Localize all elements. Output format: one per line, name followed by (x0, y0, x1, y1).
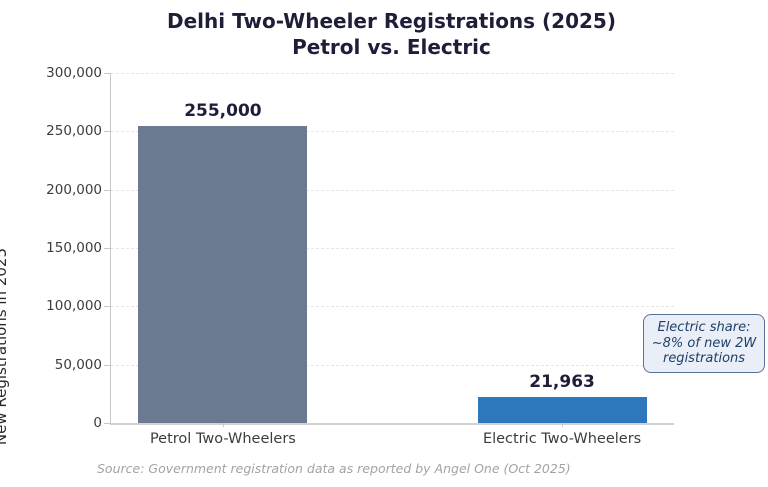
y-tick-label: 200,000 (46, 181, 102, 198)
bar-value-label: 21,963 (529, 372, 595, 393)
chart-title: Delhi Two-Wheeler Registrations (2025) (167, 9, 616, 33)
x-tick-mark (562, 423, 564, 427)
plot-area: 255,000 Petrol Two-Wheelers 21,963 Electric… (104, 73, 674, 447)
gridline (111, 248, 674, 249)
x-tick-mark (222, 423, 224, 427)
chart-subtitle: Petrol vs. Electric (292, 35, 491, 59)
annotation-line: Electric share: (657, 320, 751, 335)
bar-value-label: 255,000 (184, 100, 262, 121)
source-note: Source: Government registration data as … (97, 461, 571, 476)
bar-petrol-two-wheelers (138, 125, 308, 423)
y-tick-label: 0 (93, 415, 102, 431)
x-tick-label: Electric Two-Wheelers (482, 431, 642, 447)
y-tick-mark (104, 423, 110, 424)
x-tick-label: Petrol Two-Wheelers (149, 431, 296, 447)
annotation-line: registrations (662, 351, 746, 366)
y-tick-mark (104, 364, 110, 366)
y-tick-mark (104, 131, 110, 133)
y-tick-mark (104, 73, 110, 74)
gridline (111, 73, 674, 74)
y-tick-label: 150,000 (46, 240, 102, 256)
y-tick-mark (104, 306, 110, 308)
y-tick-label: 50,000 (54, 356, 102, 373)
gridline (111, 364, 674, 366)
gridline (111, 189, 674, 191)
gridline (111, 131, 674, 133)
chart-title-block: Delhi Two-Wheeler Registrations (2025) P… (110, 8, 673, 60)
y-tick-label: 300,000 (46, 65, 102, 81)
y-tick-label: 250,000 (46, 123, 102, 140)
y-tick-mark (104, 189, 110, 191)
y-tick-label: 100,000 (46, 298, 102, 315)
gridline (111, 306, 674, 308)
annotation-line: ~8% of new 2W (651, 335, 757, 351)
annotation-box: Electric share: ~8% of new 2W registration… (643, 314, 765, 373)
bar-electric-two-wheelers (477, 397, 647, 423)
y-axis-label-text: New Registrations in 2025 (0, 247, 10, 446)
y-tick-mark (104, 248, 110, 249)
